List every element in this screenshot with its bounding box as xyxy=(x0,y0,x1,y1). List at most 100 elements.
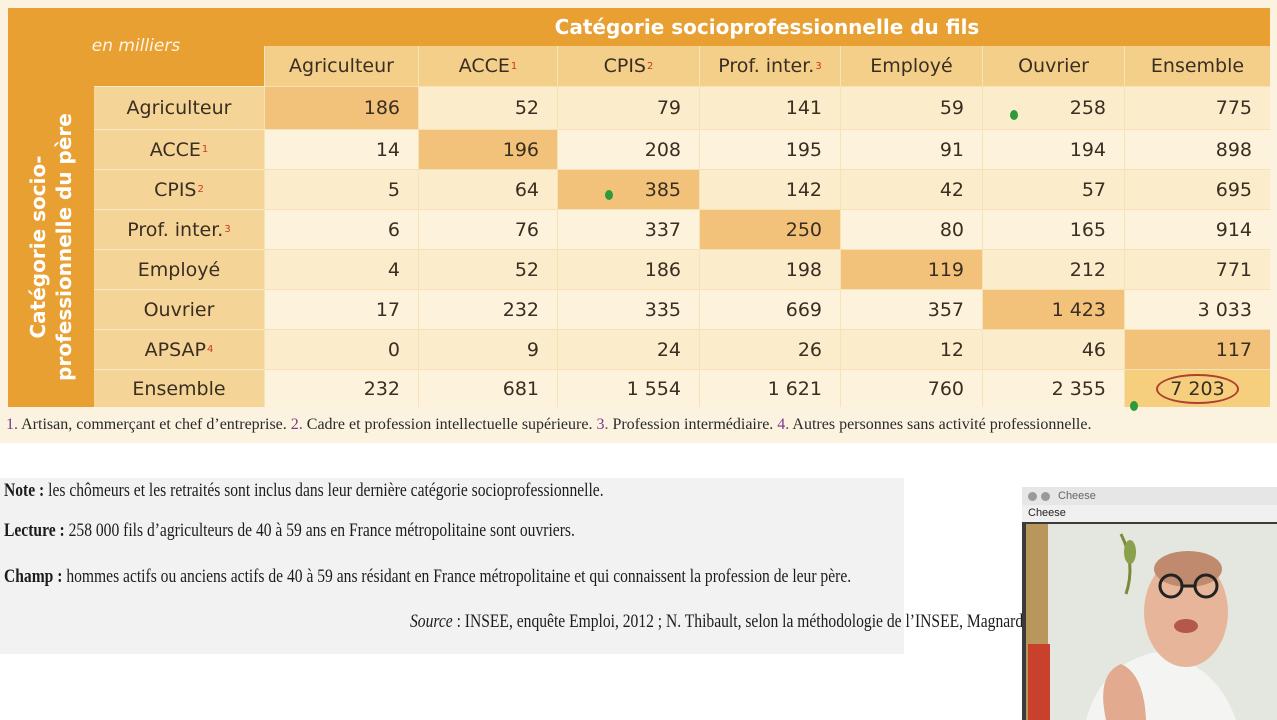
cell-text: Catégorie socioprofessionnelle du fils xyxy=(554,15,980,39)
table-cell: 6 xyxy=(264,209,418,249)
table-cell: 142 xyxy=(699,169,840,209)
table-cell: 669 xyxy=(699,289,840,329)
cell-text: APSAP xyxy=(144,338,206,361)
cell-text: 669 xyxy=(785,298,822,321)
cell-text: 141 xyxy=(785,97,822,119)
circled-total: 7 203 xyxy=(1156,373,1239,404)
table-cell: 4 xyxy=(264,249,418,289)
table-cell: 1 621 xyxy=(699,369,840,407)
cell-text: Ensemble xyxy=(1150,55,1245,77)
cheese-menu[interactable]: Cheese xyxy=(1022,505,1277,522)
table-cell: 337 xyxy=(557,209,699,249)
unit-label: en milliers xyxy=(91,36,181,56)
annotation-dot xyxy=(1010,110,1018,120)
table-cell: 17 xyxy=(264,289,418,329)
table-cell: 59 xyxy=(840,86,982,129)
table-cell: 24 xyxy=(557,329,699,369)
cell-text: 5 xyxy=(387,178,400,201)
table-cell: 195 xyxy=(699,129,840,169)
table-cell: 141 xyxy=(699,86,840,129)
table-cell: 196 xyxy=(418,129,557,169)
cell-text: 898 xyxy=(1215,138,1252,161)
table-cell: 117 xyxy=(1124,329,1270,369)
cell-text: 52 xyxy=(514,97,539,119)
cell-text: 17 xyxy=(375,298,400,321)
table-cell: 775 xyxy=(1124,86,1270,129)
webcam-person-image xyxy=(1026,524,1277,720)
cell-text: 258 xyxy=(1069,97,1106,119)
column-group-title: Catégorie socioprofessionnelle du fils xyxy=(264,8,1270,46)
row-header: Ensemble xyxy=(94,369,264,407)
row-header: Ouvrier xyxy=(94,289,264,329)
footnote-number: 1. xyxy=(6,416,18,433)
footnote-number: 2. xyxy=(290,416,303,433)
column-header: Prof. inter. 3 xyxy=(699,46,840,86)
cell-text: 208 xyxy=(644,138,681,161)
table-cell: 57 xyxy=(982,169,1124,209)
table-cell: 385 xyxy=(557,169,699,209)
table-footnotes: 1. Artisan, commerçant et chef d’entrepr… xyxy=(6,416,1091,434)
cheese-window[interactable]: Cheese Cheese xyxy=(1022,487,1277,720)
table-cell: 186 xyxy=(557,249,699,289)
cell-text: Ensemble xyxy=(132,377,226,400)
table-cell: 0 xyxy=(264,329,418,369)
footnote-marker: 1 xyxy=(201,144,209,155)
annotation-dot xyxy=(605,190,613,200)
cell-text: 26 xyxy=(797,338,822,361)
table-cell: 52 xyxy=(418,249,557,289)
footnote-marker: 4 xyxy=(206,344,214,355)
table-cell: 46 xyxy=(982,329,1124,369)
cell-text: 142 xyxy=(785,178,822,201)
footnote-text: Autres personnes sans activité professio… xyxy=(789,416,1092,433)
table-cell: 186 xyxy=(264,86,418,129)
cell-text: 91 xyxy=(939,138,964,161)
column-header: Ensemble xyxy=(1124,46,1270,86)
cell-text: Prof. inter. xyxy=(127,218,224,241)
footnote-marker: 1 xyxy=(510,60,518,72)
cheese-titlebar[interactable]: Cheese xyxy=(1022,487,1277,505)
cell-text: 14 xyxy=(375,138,400,161)
table-cell: 212 xyxy=(982,249,1124,289)
table-cell: 232 xyxy=(418,289,557,329)
table-cell: 760 xyxy=(840,369,982,407)
cell-text: 914 xyxy=(1215,218,1252,241)
cell-text: 9 xyxy=(526,338,539,361)
cell-text: Agriculteur xyxy=(126,97,232,119)
cell-text: 6 xyxy=(387,218,400,241)
row-group-title-text: Catégorie socio-professionnelle du père xyxy=(25,113,77,381)
cell-text: 12 xyxy=(939,338,964,361)
table-cell: 165 xyxy=(982,209,1124,249)
column-header: Ouvrier xyxy=(982,46,1124,86)
cell-text: 79 xyxy=(656,97,681,119)
cell-text: 186 xyxy=(363,97,400,119)
footnote-marker: 2 xyxy=(197,184,204,195)
cell-text: 195 xyxy=(785,138,822,161)
cell-text: 337 xyxy=(644,218,681,241)
cell-text: Agriculteur xyxy=(289,55,394,77)
cell-text: 186 xyxy=(644,258,681,281)
table-cell: 3 033 xyxy=(1124,289,1270,329)
column-header: CPIS 2 xyxy=(557,46,699,86)
table-cell: 7 203 xyxy=(1124,369,1270,407)
table-cell: 2 355 xyxy=(982,369,1124,407)
cell-text: 198 xyxy=(785,258,822,281)
column-header: ACCE 1 xyxy=(418,46,557,86)
close-window-icon[interactable] xyxy=(1028,491,1037,501)
cell-text: 117 xyxy=(1215,338,1252,361)
column-header: Agriculteur xyxy=(264,46,418,86)
cell-text: Prof. inter. xyxy=(718,55,815,77)
table-cell: 208 xyxy=(557,129,699,169)
row-header: ACCE 1 xyxy=(94,129,264,169)
table-cell: 80 xyxy=(840,209,982,249)
table-cell: 771 xyxy=(1124,249,1270,289)
minimize-window-icon[interactable] xyxy=(1041,491,1050,501)
cell-text: 775 xyxy=(1215,97,1252,119)
cell-text: 385 xyxy=(644,178,681,201)
cell-text: 196 xyxy=(502,138,539,161)
cell-text: 165 xyxy=(1069,218,1106,241)
row-group-title-line: Catégorie socio- xyxy=(26,155,51,339)
table-cell: 5 xyxy=(264,169,418,209)
row-group-title-line: professionnelle du père xyxy=(52,112,77,381)
cell-text: 232 xyxy=(363,377,400,400)
table-cell: 64 xyxy=(418,169,557,209)
